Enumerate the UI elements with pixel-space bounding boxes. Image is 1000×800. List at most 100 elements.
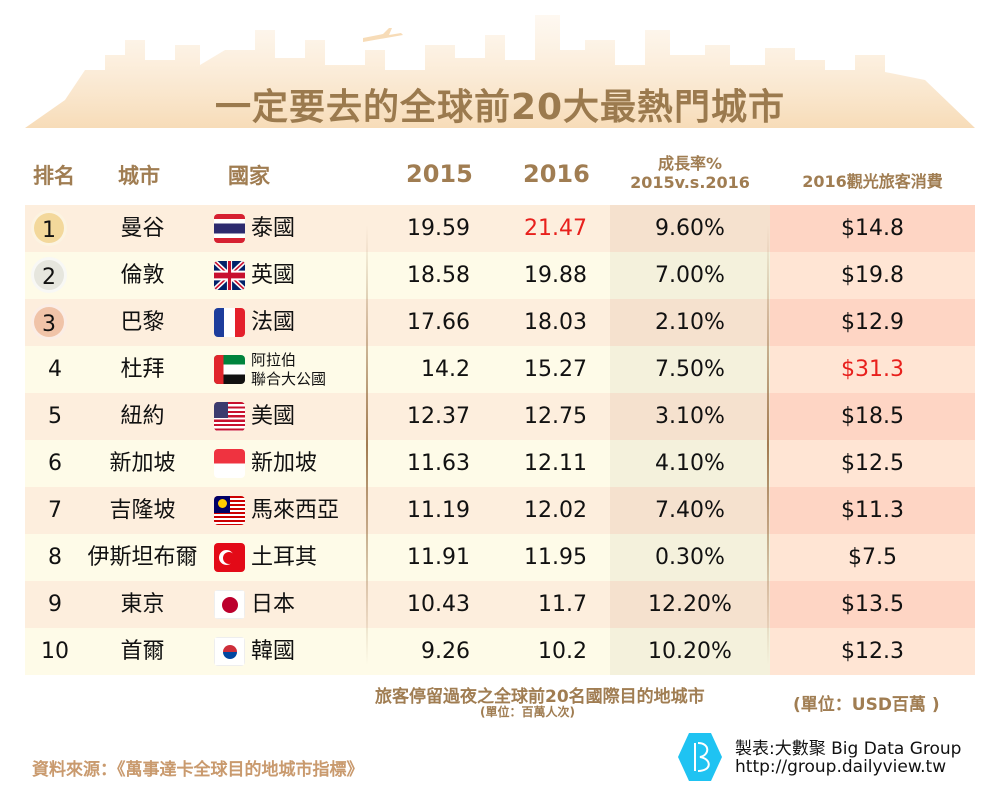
tourist-spend: $12.9 [841,310,904,335]
spend-unit: (單位：USD百萬 ) [793,695,940,715]
caption-unit: (單位：百萬人次) [480,705,575,719]
table-row: 2 倫敦 英國 18.58 19.88 7.00% $19.8 [25,252,975,299]
rank: 6 [48,451,62,476]
value-2015: 10.43 [407,592,470,617]
table-row: 9 東京 日本 10.43 11.7 12.20% $13.5 [25,581,975,628]
rank: 5 [48,404,62,429]
growth-rate: 2.10% [655,310,725,335]
tourist-spend: $12.3 [841,639,904,664]
rank: 8 [48,545,62,570]
uae-flag-icon [214,355,245,384]
growth-rate: 3.10% [655,404,725,429]
growth-rate: 9.60% [655,216,725,241]
growth-rate: 4.10% [655,451,725,476]
header-city: 城市 [118,164,160,188]
rank: 7 [48,498,62,523]
value-2016: 12.11 [524,451,587,476]
rank-medal: 2 [31,257,67,293]
table-row: 3 巴黎 法國 17.66 18.03 2.10% $12.9 [25,299,975,346]
table-row: 7 吉隆坡 馬來西亞 11.19 12.02 7.40% $11.3 [25,487,975,534]
rank: 9 [48,592,62,617]
value-2015: 12.37 [407,404,470,429]
country: 新加坡 [251,451,318,476]
rank: 10 [41,639,69,664]
table-row: 4 杜拜 阿拉伯 聯合大公國 14.2 15.27 7.50% $31.3 [25,346,975,393]
growth-rate: 7.40% [655,498,725,523]
rank-medal: 1 [31,210,67,246]
table-row: 10 首爾 韓國 9.26 10.2 10.20% $12.3 [25,628,975,675]
value-2016: 15.27 [524,357,587,382]
city: 曼谷 [120,216,165,241]
rank: 4 [48,357,62,382]
city: 巴黎 [120,310,165,335]
divider [767,225,769,665]
rank-medal: 3 [31,304,67,340]
korea-flag-icon [214,637,245,666]
header-country: 國家 [228,164,270,188]
country: 泰國 [251,216,296,241]
page-title: 一定要去的全球前20大最熱門城市 [214,87,786,128]
country: 日本 [251,592,296,617]
value-2015: 11.19 [407,498,470,523]
value-2016: 18.03 [524,310,587,335]
country: 阿拉伯 聯合大公國 [251,351,326,389]
header-2015: 2015 [406,160,473,188]
thailand-flag-icon [214,214,245,243]
growth-rate: 7.50% [655,357,725,382]
city: 倫敦 [120,263,165,288]
growth-rate: 0.30% [655,545,725,570]
country: 土耳其 [251,545,318,570]
tourist-spend: $11.3 [841,498,904,523]
value-2016: 11.95 [524,545,587,570]
country: 馬來西亞 [251,498,340,523]
malaysia-flag-icon [214,496,245,525]
skyline-banner [25,15,975,128]
country: 法國 [251,310,296,335]
table-row: 1 曼谷 泰國 19.59 21.47 9.60% $14.8 [25,205,975,252]
city: 杜拜 [120,357,165,382]
table-row: 8 伊斯坦布爾 土耳其 11.91 11.95 0.30% $7.5 [25,534,975,581]
value-2015: 14.2 [421,357,470,382]
ranking-table: 1 曼谷 泰國 19.59 21.47 9.60% $14.8 2 倫敦 英國 … [25,205,975,675]
caption: 旅客停留過夜之全球前20名國際目的地城市 [375,687,705,707]
url-link[interactable]: http://group.dailyview.tw [735,757,947,777]
country-line1: 阿拉伯 [251,351,297,369]
city: 伊斯坦布爾 [87,545,198,570]
growth-rate: 12.20% [648,592,732,617]
value-2016: 21.47 [524,216,587,241]
credit: 製表:大數聚 Big Data Group [735,739,962,759]
tourist-spend: $19.8 [841,263,904,288]
city: 新加坡 [109,451,176,476]
value-2016: 12.75 [524,404,587,429]
divider [366,225,368,665]
france-flag-icon [214,308,245,337]
country: 英國 [251,263,296,288]
tourist-spend: $13.5 [841,592,904,617]
big-data-group-logo [678,733,722,781]
city: 東京 [120,592,165,617]
country-line2: 聯合大公國 [251,370,327,388]
tourist-spend: $31.3 [841,357,904,382]
tourist-spend: $12.5 [841,451,904,476]
country: 美國 [251,404,296,429]
value-2015: 19.59 [407,216,470,241]
tourist-spend: $18.5 [841,404,904,429]
header-spend: 2016觀光旅客消費 [802,172,943,191]
value-2016: 12.02 [524,498,587,523]
tourist-spend: $7.5 [848,545,897,570]
singapore-flag-icon [214,449,245,478]
value-2016: 19.88 [524,263,587,288]
city: 吉隆坡 [109,498,176,523]
header-2016: 2016 [523,160,590,188]
growth-rate: 10.20% [648,639,732,664]
header-growth-line2: 2015v.s.2016 [630,173,750,192]
city: 紐約 [120,404,165,429]
growth-rate: 7.00% [655,263,725,288]
country: 韓國 [251,639,296,664]
value-2015: 17.66 [407,310,470,335]
value-2015: 18.58 [407,263,470,288]
value-2015: 9.26 [421,639,470,664]
table-row: 6 新加坡 新加坡 11.63 12.11 4.10% $12.5 [25,440,975,487]
value-2015: 11.63 [407,451,470,476]
header-growth-line1: 成長率% [657,154,723,173]
